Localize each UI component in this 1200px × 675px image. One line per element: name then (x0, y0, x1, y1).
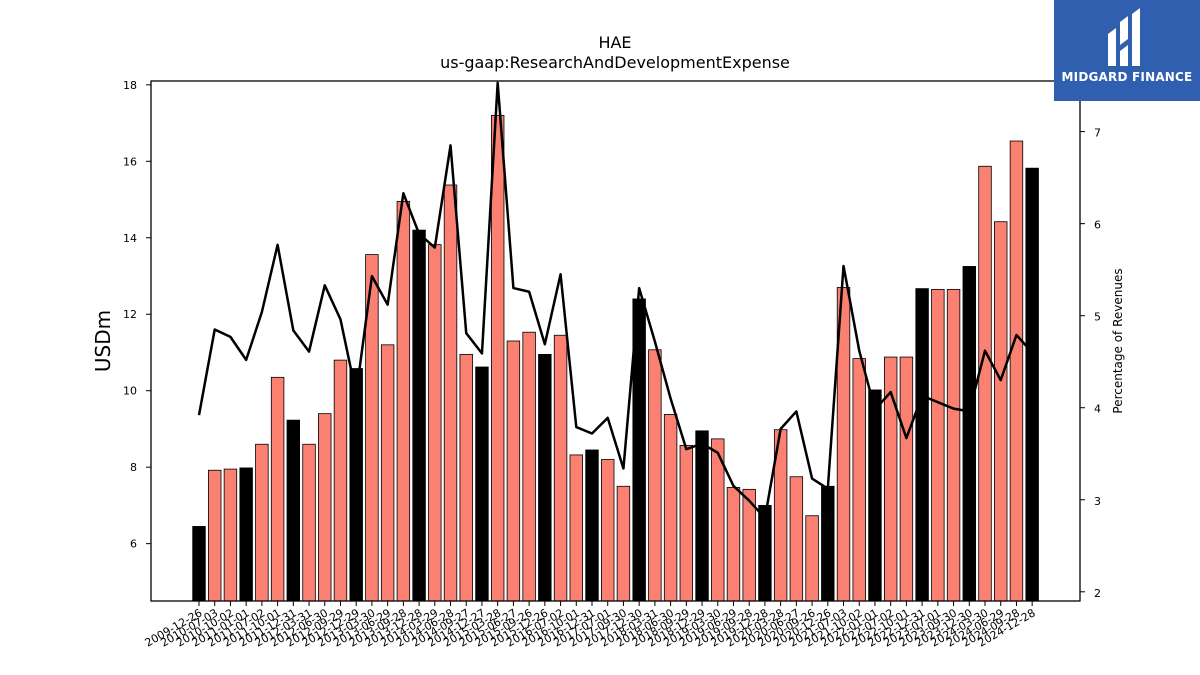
bar-2016-10-01 (569, 454, 583, 602)
y-tick-label: 12 (123, 308, 137, 321)
bar-2020-06-27 (789, 476, 804, 602)
y2-tick-label: 3 (1094, 495, 1101, 508)
y-tick-label: 18 (123, 79, 137, 92)
bar-2024-06-29 (994, 221, 1008, 602)
y2-tick-label: 2 (1094, 587, 1101, 600)
brand-name: MIDGARD FINANCE (1061, 70, 1193, 84)
bar-2010-10-02 (223, 468, 238, 602)
y-tick-label: 8 (130, 461, 137, 474)
bar-2023-09-30 (946, 288, 961, 602)
line-group (197, 81, 1034, 520)
y2-tick-label: 6 (1094, 219, 1101, 232)
y-tick-label: 10 (123, 385, 137, 398)
bar-2018-03-31 (648, 349, 662, 602)
bar-2019-12-28 (758, 505, 772, 602)
y-tick-label: 6 (130, 538, 137, 551)
bar-2011-10-01 (270, 376, 285, 602)
bar-2011-12-31 (286, 419, 301, 602)
bar-2022-12-31 (915, 288, 929, 602)
bar-2024-03-30 (978, 165, 992, 602)
bar-2020-12-26 (821, 485, 835, 602)
bar-2017-09-30 (616, 485, 631, 602)
bar-2015-09-26 (522, 331, 536, 602)
brand-logo: MIDGARD FINANCE (1054, 0, 1200, 101)
bar-2024-12-28 (1025, 167, 1039, 602)
plot-frame (150, 80, 1081, 602)
bar-2011-07-02 (255, 443, 269, 602)
bar-2012-06-30 (318, 413, 332, 602)
y-tick-label: 16 (123, 155, 137, 168)
brand-mark-icon (1108, 8, 1140, 66)
bar-2016-07-02 (553, 334, 568, 602)
bar-2014-09-27 (459, 353, 473, 602)
bar-2013-09-28 (396, 201, 411, 602)
bar-2013-12-28 (412, 229, 426, 602)
bar-2014-06-28 (443, 184, 458, 602)
y2-tick-label: 7 (1094, 127, 1101, 140)
bar-2023-12-30 (962, 266, 976, 602)
bar-2021-10-02 (852, 358, 866, 602)
bar-2019-06-29 (726, 487, 741, 602)
bar-2013-06-29 (380, 344, 395, 602)
bar-2018-09-29 (679, 444, 694, 602)
bar-2016-12-31 (585, 449, 599, 602)
bar-2022-10-01 (899, 356, 914, 602)
bar-2015-06-27 (506, 340, 521, 602)
bar-2012-09-29 (333, 359, 348, 602)
y2-axis: 2 3 4 5 6 7 (1080, 127, 1101, 600)
x-axis: 2009-12-262010-07-032010-10-022011-01-01… (143, 601, 1038, 650)
bar-2020-09-26 (805, 515, 819, 602)
bar-2012-12-29 (349, 368, 363, 602)
bar-2018-12-29 (695, 430, 709, 602)
bar-2015-12-26 (538, 353, 552, 602)
bar-2009-12-26 (192, 526, 206, 602)
y2-tick-label: 5 (1094, 311, 1101, 324)
bar-2014-03-29 (428, 244, 442, 602)
chart-subtitle: us-gaap:ResearchAndDevelopmentExpense (440, 53, 790, 72)
bar-2012-03-31 (302, 443, 316, 602)
bar-2011-01-01 (239, 467, 253, 602)
bar-2014-12-27 (475, 366, 489, 602)
bar-2015-03-28 (490, 115, 505, 602)
y2-tick-label: 4 (1094, 403, 1101, 416)
bar-2022-01-01 (868, 389, 882, 602)
y-axis: 6 8 10 12 14 16 18 (123, 79, 151, 551)
bar-2010-07-03 (208, 469, 222, 602)
percentage-line (197, 81, 1034, 520)
bar-2018-06-30 (663, 414, 678, 602)
bar-2017-07-01 (601, 459, 615, 602)
bar-2024-09-28 (1009, 140, 1024, 602)
y-tick-label: 14 (123, 232, 137, 245)
y2-axis-label: Percentage of Revenues (1111, 268, 1125, 413)
y-axis-label: USDm (91, 310, 115, 372)
bar-2023-07-01 (931, 288, 945, 602)
chart-title: HAE (598, 33, 631, 52)
bar-group (192, 115, 1039, 602)
